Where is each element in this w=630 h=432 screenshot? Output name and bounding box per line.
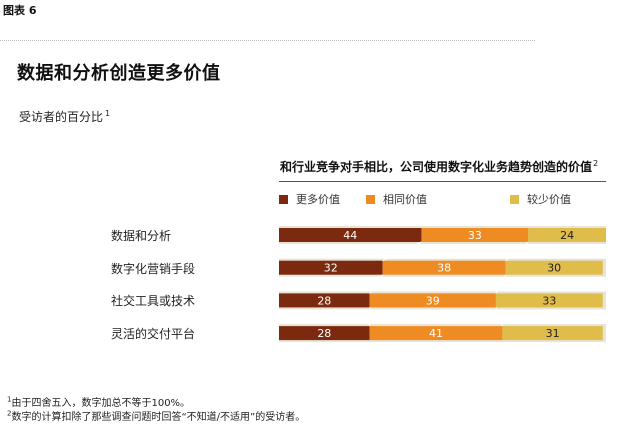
legend-label-more: 更多价值 xyxy=(296,193,340,206)
top-divider xyxy=(0,40,535,41)
bar-more-social-tools xyxy=(279,293,370,308)
bar-more-data-analytics xyxy=(279,228,422,242)
boundary-connector xyxy=(495,274,507,294)
legend-swatch-more xyxy=(279,194,288,204)
legend-swatch-same xyxy=(366,194,375,204)
bar-label-less-social-tools: 33 xyxy=(542,294,556,307)
bar-label-more-social-tools: 28 xyxy=(317,294,331,307)
legend-item-same: 相同价值 xyxy=(366,191,427,207)
bar-same-social-tools xyxy=(369,293,496,308)
legend-item-less: 较少价值 xyxy=(510,191,571,207)
footnote-2: 2数字的计算扣除了那些调查问题时回答“不知道/不适用”的受访者。 xyxy=(7,408,305,423)
bar-label-more-data-analytics: 44 xyxy=(343,229,357,242)
bar-label-same-data-analytics: 33 xyxy=(468,229,482,242)
bar-same-digital-marketing xyxy=(382,260,506,275)
bar-label-more-digital-marketing: 32 xyxy=(324,262,338,275)
chart-title: 和行业竞争对手相比，公司使用数字化业务趋势创造的价值2 xyxy=(280,158,598,175)
chart-title-rule xyxy=(279,181,606,182)
category-label-delivery-platform: 灵活的交付平台 xyxy=(111,327,196,341)
bar-label-less-digital-marketing: 30 xyxy=(547,262,561,275)
footnote-2-marker: 2 xyxy=(7,409,12,418)
category-label-data-analytics: 数据和分析 xyxy=(111,229,172,243)
legend-label-same: 相同价值 xyxy=(383,193,427,206)
bar-same-data-analytics xyxy=(421,228,529,242)
category-label-digital-marketing: 数字化营销手段 xyxy=(111,262,196,276)
boundary-connector xyxy=(369,274,384,294)
page-title: 数据和分析创造更多价值 xyxy=(17,63,221,84)
category-label-social-tools: 社交工具或技术 xyxy=(111,294,196,308)
subtitle-text: 受访者的百分比 xyxy=(19,110,104,124)
boundary-connector xyxy=(505,241,529,262)
legend-swatch-less xyxy=(510,194,519,204)
bar-less-social-tools xyxy=(495,293,603,308)
footnote-2-text: 数字的计算扣除了那些调查问题时回答“不知道/不适用”的受访者。 xyxy=(11,412,306,423)
footnote-1-marker: 1 xyxy=(7,395,12,404)
bar-label-same-delivery-platform: 41 xyxy=(429,327,443,340)
bar-less-digital-marketing xyxy=(505,260,603,275)
bar-label-more-delivery-platform: 28 xyxy=(317,327,331,340)
legend: 更多价值 相同价值 较少价值 xyxy=(0,191,630,207)
footnote-1-text: 由于四舍五入，数字加总不等于100%。 xyxy=(11,398,191,409)
bar-label-same-digital-marketing: 38 xyxy=(437,262,451,275)
boundary-connector xyxy=(382,241,422,262)
chart-title-footnote-marker: 2 xyxy=(593,159,599,168)
bar-less-data-analytics xyxy=(528,228,606,242)
legend-label-less: 较少价值 xyxy=(527,193,571,206)
subtitle: 受访者的百分比 1 xyxy=(19,108,110,125)
subtitle-footnote-marker: 1 xyxy=(105,109,111,118)
bar-label-less-data-analytics: 24 xyxy=(560,229,574,242)
bar-more-delivery-platform xyxy=(279,326,370,341)
bar-less-delivery-platform xyxy=(502,326,603,341)
bar-same-delivery-platform xyxy=(369,326,503,341)
exhibit-label: 图表 6 xyxy=(3,4,37,17)
bar-more-digital-marketing xyxy=(279,260,383,275)
bar-label-same-social-tools: 39 xyxy=(426,294,440,307)
bar-label-less-delivery-platform: 31 xyxy=(546,327,560,340)
chart-title-text: 和行业竞争对手相比，公司使用数字化业务趋势创造的价值 xyxy=(280,160,593,174)
boundary-connector xyxy=(495,307,503,327)
legend-item-more: 更多价值 xyxy=(279,191,340,207)
footnote-1: 1由于四舍五入，数字加总不等于100%。 xyxy=(7,394,190,409)
